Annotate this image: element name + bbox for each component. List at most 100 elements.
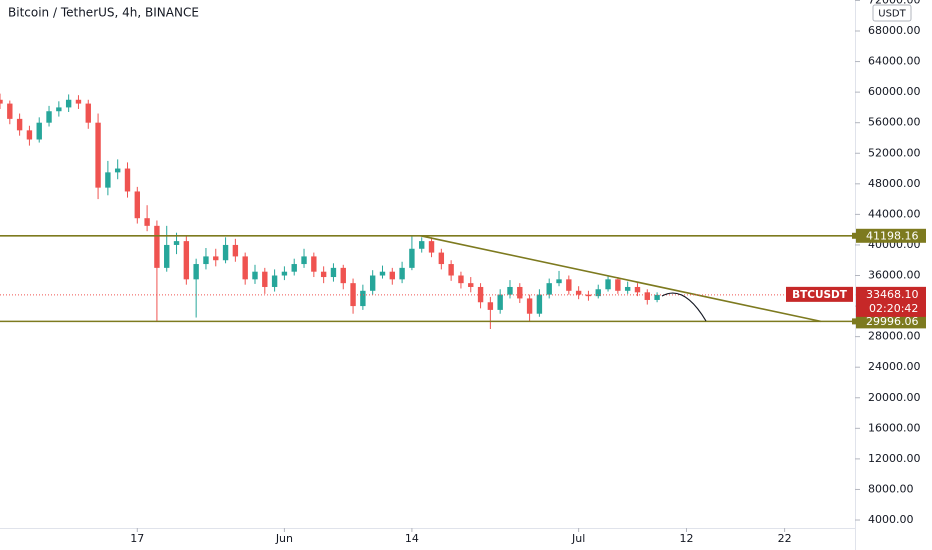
y-tick-label: 12000.00 — [868, 452, 921, 465]
projection-arc — [661, 292, 707, 322]
candle-body — [16, 118, 23, 131]
x-tick-label: 22 — [778, 532, 792, 545]
y-tick-label: 20000.00 — [868, 391, 921, 404]
candle-body — [448, 264, 454, 276]
candle-body — [438, 252, 445, 265]
last-price-label: 33468.10 — [866, 288, 919, 301]
candle-body — [26, 130, 33, 140]
y-tick-label: 64000.00 — [868, 55, 921, 68]
candle-body — [458, 275, 464, 284]
candle-body — [154, 225, 160, 268]
y-tick-label: 44000.00 — [868, 207, 921, 220]
y-tick-label: 28000.00 — [868, 330, 921, 343]
candle-body — [311, 256, 317, 272]
currency: USDT — [878, 9, 906, 20]
candle-body — [575, 290, 582, 295]
candle-body — [634, 286, 641, 293]
candle-body — [213, 256, 219, 261]
candle-body — [164, 244, 170, 268]
candle-body — [46, 111, 52, 123]
candle-body — [114, 168, 121, 173]
y-tick-label: 72000.00 — [868, 0, 921, 6]
candle-body — [615, 279, 621, 291]
candle-body — [320, 271, 327, 278]
candle-body — [468, 283, 474, 287]
last-price-box — [856, 286, 926, 317]
y-tick-label: 60000.00 — [868, 85, 921, 98]
candle-body — [517, 286, 523, 299]
candle-body — [389, 271, 395, 280]
candle-body — [369, 275, 376, 291]
labels: 4000.00 8000.00 12000.00 16000.00 20000.00 24… — [130, 0, 926, 545]
candle-body — [95, 122, 101, 188]
candle-body — [340, 267, 346, 284]
candle-body — [419, 241, 425, 249]
y-tick-label: 4000.00 — [868, 513, 914, 526]
y-tick-label: 52000.00 — [868, 146, 921, 159]
candle-body — [85, 103, 91, 123]
y-tick-label: 8000.00 — [868, 482, 914, 495]
candle-body — [301, 256, 307, 265]
x-tick-label: 17 — [130, 532, 144, 545]
countdown: 02:20:42 — [869, 302, 918, 315]
candle-body — [242, 256, 248, 280]
candle-body — [193, 264, 199, 280]
candle-body — [173, 241, 180, 245]
candle-body — [65, 99, 72, 108]
candle-body — [536, 294, 543, 314]
x-tick-label: Jun — [275, 532, 293, 545]
candle-body — [487, 302, 494, 310]
candle-body — [232, 244, 239, 257]
currency-box[interactable] — [872, 4, 912, 22]
candle-body — [203, 256, 209, 265]
candle-body — [360, 290, 366, 307]
y-tick-label: 36000.00 — [868, 269, 921, 282]
y-tick-label: 48000.00 — [868, 177, 921, 190]
chart-title: Bitcoin / TetherUS, 4h, BINANCE — [8, 6, 199, 20]
candle-body — [526, 298, 533, 314]
plot-area — [0, 93, 856, 329]
candle-body — [183, 241, 190, 280]
candle-body — [566, 279, 572, 291]
candle-body — [252, 271, 258, 280]
candle-body — [624, 286, 631, 291]
candle-body — [350, 283, 356, 307]
candle-body — [605, 279, 611, 290]
candle-body — [595, 289, 601, 297]
candle-body — [546, 283, 552, 295]
level-label: 41198.16 — [866, 229, 919, 242]
candle-body — [379, 271, 386, 276]
candle-body — [36, 122, 42, 140]
candle-body — [428, 241, 435, 253]
candle-body — [7, 103, 13, 119]
candle-body — [654, 294, 660, 300]
candle-body — [497, 294, 503, 310]
symbol-label: BTCUSDT — [792, 289, 848, 301]
candle-body — [75, 99, 82, 104]
trend-line — [420, 235, 822, 323]
candle-body — [291, 264, 297, 272]
level-label: 29996.06 — [866, 315, 919, 328]
candle-body — [222, 244, 229, 261]
candle-body — [330, 267, 337, 278]
candle-body — [556, 279, 562, 284]
x-tick-label: 14 — [405, 532, 419, 545]
x-tick-label: Jul — [571, 532, 585, 545]
candle-body — [144, 218, 150, 226]
candle-body — [399, 267, 405, 280]
candle-body — [134, 191, 140, 219]
level-label-box — [856, 314, 926, 329]
level-handle — [852, 232, 858, 239]
y-tick-label: 16000.00 — [868, 421, 921, 434]
candle-body — [281, 271, 288, 276]
candle-body — [271, 275, 278, 287]
symbol-box — [786, 286, 853, 302]
candle-body — [56, 107, 62, 112]
y-tick-label: 68000.00 — [868, 24, 921, 37]
x-tick-label: 12 — [680, 532, 694, 545]
candle-body — [105, 172, 111, 188]
y-tick-label: 24000.00 — [868, 360, 921, 373]
candle-body — [0, 99, 3, 104]
